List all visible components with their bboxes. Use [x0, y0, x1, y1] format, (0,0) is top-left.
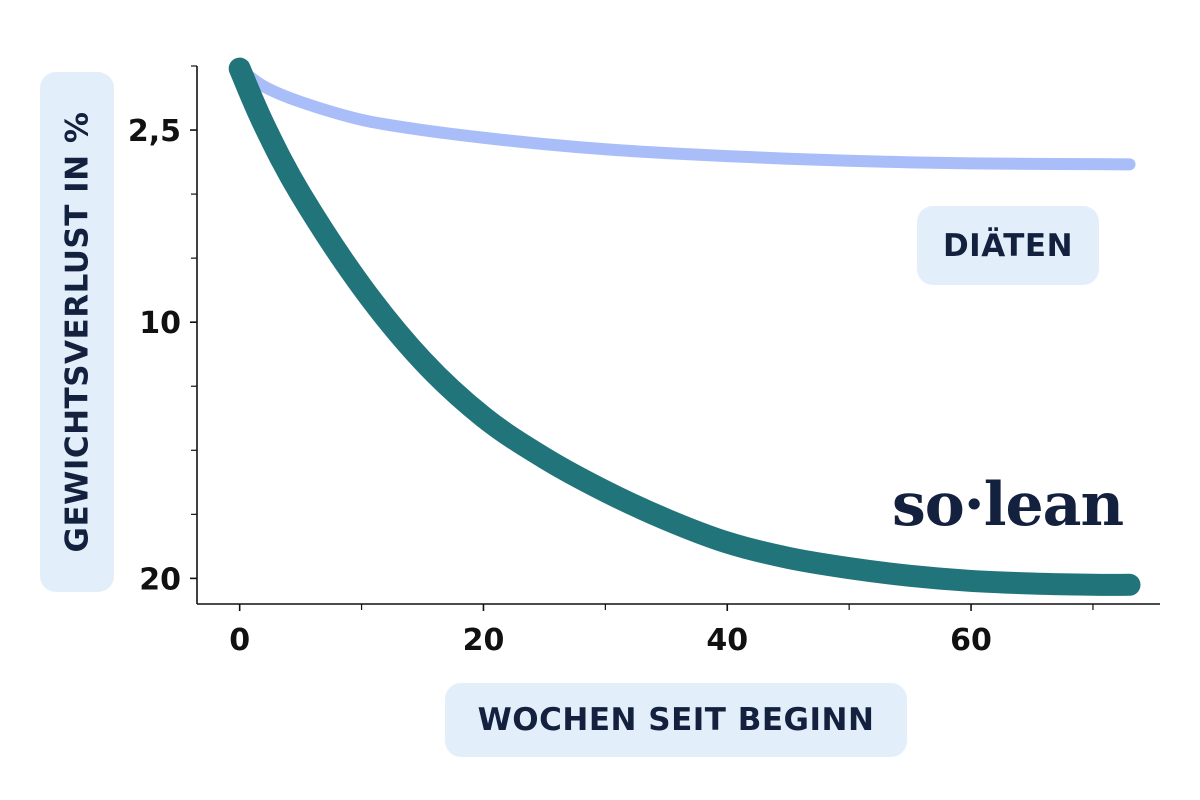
ticks: 2,5 10 20 0 20 40 60: [128, 65, 1094, 658]
x-tick-label: 20: [463, 623, 505, 658]
y-axis-label: GEWICHTSVERLUST IN %: [59, 111, 96, 553]
legend-solean-logo: so·lean: [892, 470, 1124, 540]
y-tick-label: 2,5: [128, 114, 181, 149]
series-lines: [228, 57, 1141, 596]
y-axis-label-pill: GEWICHTSVERLUST IN %: [40, 72, 114, 592]
x-tick-label: 60: [950, 623, 992, 658]
y-tick-label: 20: [139, 562, 181, 597]
x-tick-label: 0: [229, 623, 250, 658]
x-axis-label: WOCHEN SEIT BEGINN: [445, 683, 907, 757]
series-line-solean: [228, 57, 1141, 596]
legend-diaeten: DIÄTEN: [917, 206, 1099, 285]
y-tick-label: 10: [139, 306, 181, 341]
x-tick-label: 40: [706, 623, 748, 658]
series-line-diaeten: [233, 62, 1136, 171]
